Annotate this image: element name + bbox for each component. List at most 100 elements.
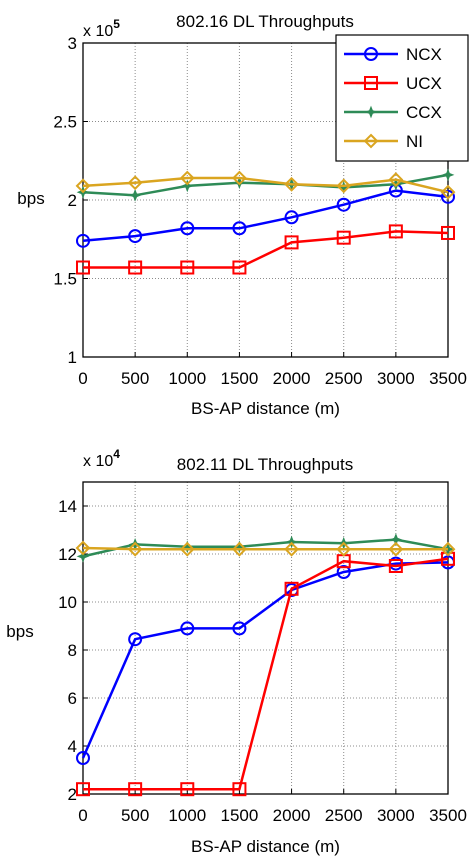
data-point [76,782,90,797]
y-tick-label: 14 [58,497,77,516]
data-point [284,581,299,596]
data-point [76,260,90,275]
data-point [336,541,352,557]
legend-marker [363,133,379,149]
y-tick-label: 3 [68,34,77,53]
data-point [76,751,90,765]
legend-label: UCX [406,74,442,93]
series-ncx [76,183,455,248]
series-line-ni [82,546,448,551]
y-tick-label: 2 [68,191,77,210]
data-point [179,541,195,557]
data-point [441,225,455,240]
x-tick-label: 3000 [377,369,415,388]
legend-marker [364,47,378,61]
x-tick-label: 1000 [168,369,206,388]
legend-marker [364,76,378,90]
data-point [232,541,247,557]
multiplier-exponent: 4 [113,447,120,461]
chart-title: 802.11 DL Throughputs [177,455,353,474]
multiplier-base: x 10 [83,23,113,40]
data-point [336,230,351,245]
y-tick-label: 2 [68,785,77,804]
legend-label: NCX [406,45,442,64]
y-axis-label: bps [6,622,33,641]
axis-multiplier: x 104 [83,447,120,470]
legend-item: CCX [344,103,442,122]
data-point [128,188,142,202]
plot-frame [82,42,449,358]
data-point [180,260,195,275]
y-tick-label: 1.5 [53,270,77,289]
data-point [128,229,143,244]
data-point [388,541,404,557]
series-ucx [76,224,455,275]
legend-item: NCX [344,45,442,64]
y-tick-label: 4 [68,737,77,756]
x-tick-label: 1000 [168,806,206,825]
plot-frame [82,481,449,795]
data-point [76,233,90,248]
y-tick-label: 2.5 [53,113,77,132]
series-line-ccx [82,538,449,558]
chart-1: 0 500 1000 1500 2000 2500 3000 3500 1 1.5 2 2.5 3 802… [17,12,469,418]
x-tick-label: 1500 [221,806,259,825]
data-point [284,235,299,250]
series-line-ccx [82,173,449,197]
data-point [284,541,299,557]
data-point [336,178,352,194]
multiplier-exponent: 5 [113,17,120,31]
x-tick-label: 500 [121,806,149,825]
legend-marker [364,105,378,119]
data-point [75,178,91,194]
x-tick-label: 0 [78,806,87,825]
data-point [128,632,143,647]
y-tick-label: 8 [68,641,77,660]
legend-item: UCX [344,74,442,93]
x-axis-label: BS-AP distance (m) [191,399,340,418]
data-point [75,540,91,556]
data-point [127,175,143,191]
legend-label: NI [406,132,423,151]
x-tick-label: 0 [78,369,87,388]
data-point [76,550,90,563]
x-tick-label: 2000 [273,806,311,825]
chart-title: 802.16 DL Throughputs [176,12,354,31]
data-point [284,176,299,192]
data-point [388,559,403,573]
data-point [232,782,247,797]
x-tick-label: 3500 [429,369,467,388]
data-point [232,221,247,236]
x-tick-label: 2000 [273,369,311,388]
x-tick-label: 2500 [325,806,363,825]
x-tick-label: 1500 [221,369,259,388]
data-point [232,170,247,186]
data-point [180,221,195,236]
data-point [388,224,403,239]
y-tick-label: 6 [68,689,77,708]
data-point [180,179,194,193]
multiplier-base: x 10 [83,453,113,470]
data-point [232,260,247,275]
x-tick-label: 500 [121,369,149,388]
series-ni [75,540,456,557]
data-point [336,197,351,212]
data-point [180,621,195,636]
data-point [127,541,143,557]
data-point [441,189,455,204]
data-point [336,565,351,579]
data-point [440,184,456,200]
y-tick-label: 12 [58,545,77,564]
chart-2: 0 500 1000 1500 2000 2500 3000 3500 2 4 6 8 10 12 14 80… [6,447,467,856]
series-ni [75,170,456,200]
series-line-ucx [83,557,449,791]
data-point [128,782,143,797]
series-line-ncx [82,189,449,243]
y-tick-label: 1 [68,348,77,367]
data-point [232,621,247,636]
y-tick-label: 10 [58,593,77,612]
data-point [440,541,456,557]
legend-label: CCX [406,103,442,122]
